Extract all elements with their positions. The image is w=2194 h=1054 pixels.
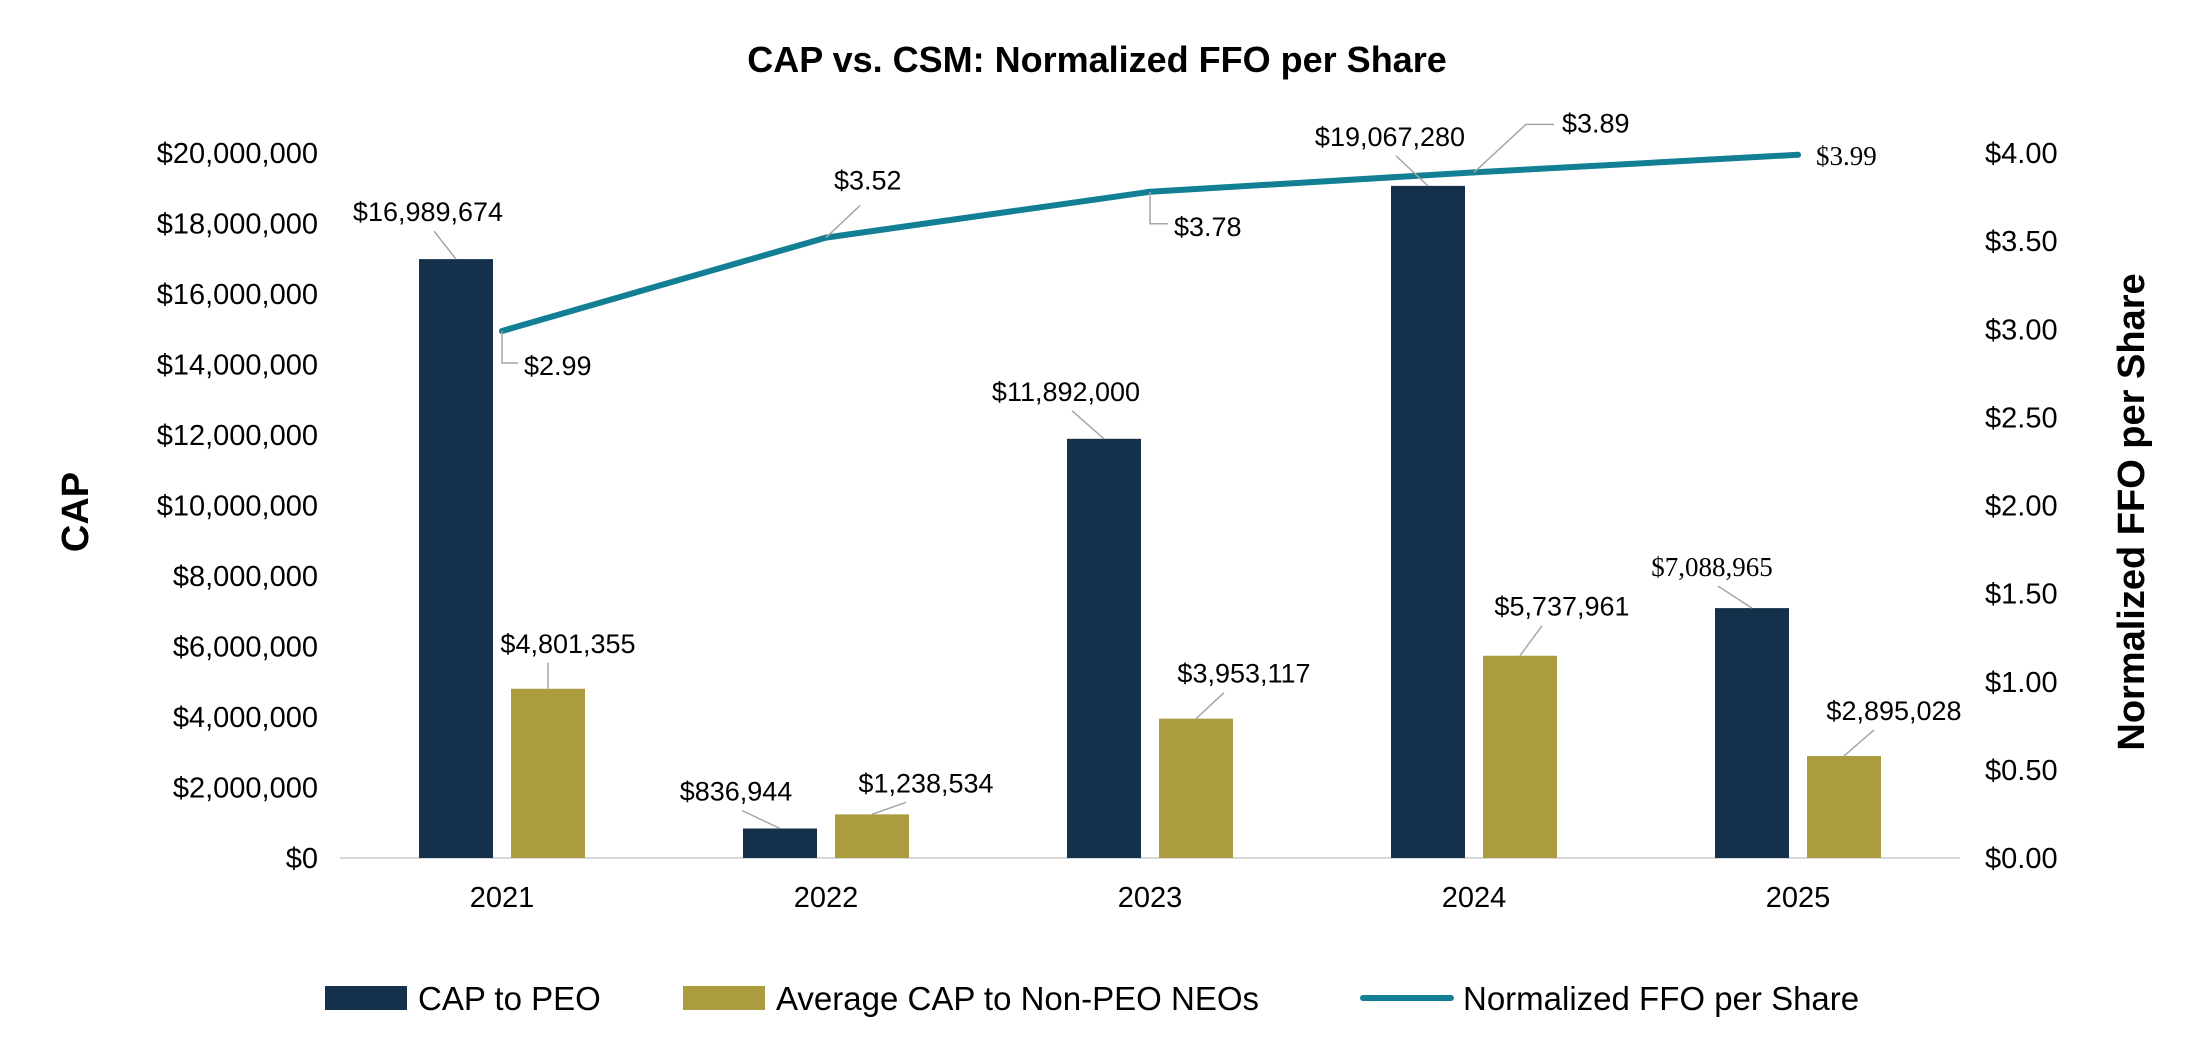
label-leader-line (741, 809, 781, 830)
legend-item-average-cap-non-peo: Average CAP to Non-PEO NEOs (683, 980, 1259, 1017)
legend: CAP to PEO Average CAP to Non-PEO NEOs Nor… (325, 980, 1859, 1017)
y-tick-label-left: $10,000,000 (157, 491, 318, 523)
data-label-normalized-ffo: $2.99 (524, 351, 592, 381)
y-tick-label-left: $8,000,000 (173, 561, 318, 593)
data-label-cap-to-peo: $19,067,280 (1315, 122, 1465, 152)
x-tick-label: 2025 (1766, 882, 1831, 914)
y-tick-label-right: $3.00 (1985, 314, 2058, 346)
y-tick-label-left: $12,000,000 (157, 420, 318, 452)
data-label-normalized-ffo: $3.89 (1562, 108, 1630, 138)
label-leader-line (1717, 585, 1753, 609)
x-tick-label: 2021 (470, 882, 535, 914)
x-tick-label: 2024 (1442, 882, 1507, 914)
data-label-normalized-ffo: $3.78 (1174, 212, 1242, 242)
line-normalized-ffo (499, 151, 1801, 335)
y-tick-label-right: $0.00 (1985, 843, 2058, 875)
data-labels: $16,989,674 $836,944 $11,892,000 $19,067,28… (353, 108, 1962, 830)
y-tick-label-left: $14,000,000 (157, 350, 318, 382)
bar-average-cap-non-peo (1807, 755, 1881, 858)
x-axis: 2021 2022 2023 2024 2025 (470, 882, 1831, 914)
y-tick-label-right: $1.00 (1985, 667, 2058, 699)
line-series (499, 151, 1801, 335)
label-leader-line (1395, 155, 1429, 187)
x-tick-label: 2023 (1118, 882, 1183, 914)
label-leader-line (501, 331, 518, 364)
y-tick-label-left: $6,000,000 (173, 632, 318, 664)
bars (419, 185, 1881, 858)
legend-swatch (683, 986, 765, 1010)
y-tick-label-right: $2.00 (1985, 491, 2058, 523)
y-axis-title-left: CAP (55, 472, 97, 552)
data-label-normalized-ffo: $3.99 (1816, 141, 1877, 171)
y-tick-label-right: $1.50 (1985, 579, 2058, 611)
data-label-average-cap-non-peo: $2,895,028 (1826, 696, 1961, 726)
y-axis-right: $0.00 $0.50 $1.00 $1.50 $2.00 $2.50 $3.00 $3.50… (1985, 138, 2058, 875)
legend-item-normalized-ffo: Normalized FFO per Share (1360, 980, 1859, 1017)
bar-cap-to-peo (419, 259, 493, 858)
data-label-cap-to-peo: $836,944 (680, 776, 793, 806)
data-label-average-cap-non-peo: $4,801,355 (500, 629, 635, 659)
label-leader-line (1473, 123, 1554, 173)
data-label-normalized-ffo: $3.52 (834, 166, 902, 196)
bar-cap-to-peo (743, 828, 817, 858)
data-label-average-cap-non-peo: $5,737,961 (1494, 592, 1629, 622)
legend-label: CAP to PEO (418, 980, 601, 1017)
bar-average-cap-non-peo (511, 688, 585, 858)
label-leader-line (433, 230, 457, 260)
y-tick-label-left: $2,000,000 (173, 773, 318, 805)
label-leader-line (871, 801, 907, 816)
bar-average-cap-non-peo (1159, 718, 1233, 858)
y-tick-label-left: $18,000,000 (157, 209, 318, 241)
legend-label: Normalized FFO per Share (1463, 980, 1859, 1017)
y-tick-label-right: $3.50 (1985, 226, 2058, 258)
legend-label: Average CAP to Non-PEO NEOs (776, 980, 1259, 1017)
label-leader-line (825, 205, 861, 239)
data-label-cap-to-peo: $11,892,000 (992, 377, 1140, 407)
y-tick-label-left: $20,000,000 (157, 138, 318, 170)
y-axis-left: $0 $2,000,000 $4,000,000 $6,000,000 $8,000,0… (157, 138, 318, 875)
bar-cap-to-peo (1391, 185, 1465, 858)
x-tick-label: 2022 (794, 882, 859, 914)
bar-average-cap-non-peo (835, 814, 909, 858)
data-label-cap-to-peo: $16,989,674 (353, 197, 503, 227)
y-tick-label-right: $0.50 (1985, 755, 2058, 787)
line-point-normalized-ffo (1795, 151, 1801, 158)
label-leader-line (1071, 410, 1105, 440)
y-axis-title-right: Normalized FFO per Share (2111, 273, 2153, 750)
data-label-cap-to-peo: $7,088,965 (1651, 552, 1773, 582)
chart-title: CAP vs. CSM: Normalized FFO per Share (747, 39, 1447, 80)
legend-item-cap-to-peo: CAP to PEO (325, 980, 601, 1017)
legend-swatch (325, 986, 407, 1010)
y-tick-label-left: $0 (286, 843, 318, 875)
data-label-average-cap-non-peo: $3,953,117 (1177, 659, 1310, 689)
label-leader-line (1149, 191, 1168, 225)
label-leader-line (1843, 729, 1875, 757)
bar-cap-to-peo (1067, 438, 1141, 858)
bar-average-cap-non-peo (1483, 655, 1557, 858)
y-tick-label-right: $2.50 (1985, 402, 2058, 434)
label-leader-line (1195, 692, 1225, 720)
data-label-average-cap-non-peo: $1,238,534 (858, 768, 993, 798)
y-tick-label-right: $4.00 (1985, 138, 2058, 170)
bar-cap-to-peo (1715, 608, 1789, 858)
y-tick-label-left: $16,000,000 (157, 279, 318, 311)
label-leader-line (1519, 625, 1543, 657)
y-tick-label-left: $4,000,000 (173, 702, 318, 734)
